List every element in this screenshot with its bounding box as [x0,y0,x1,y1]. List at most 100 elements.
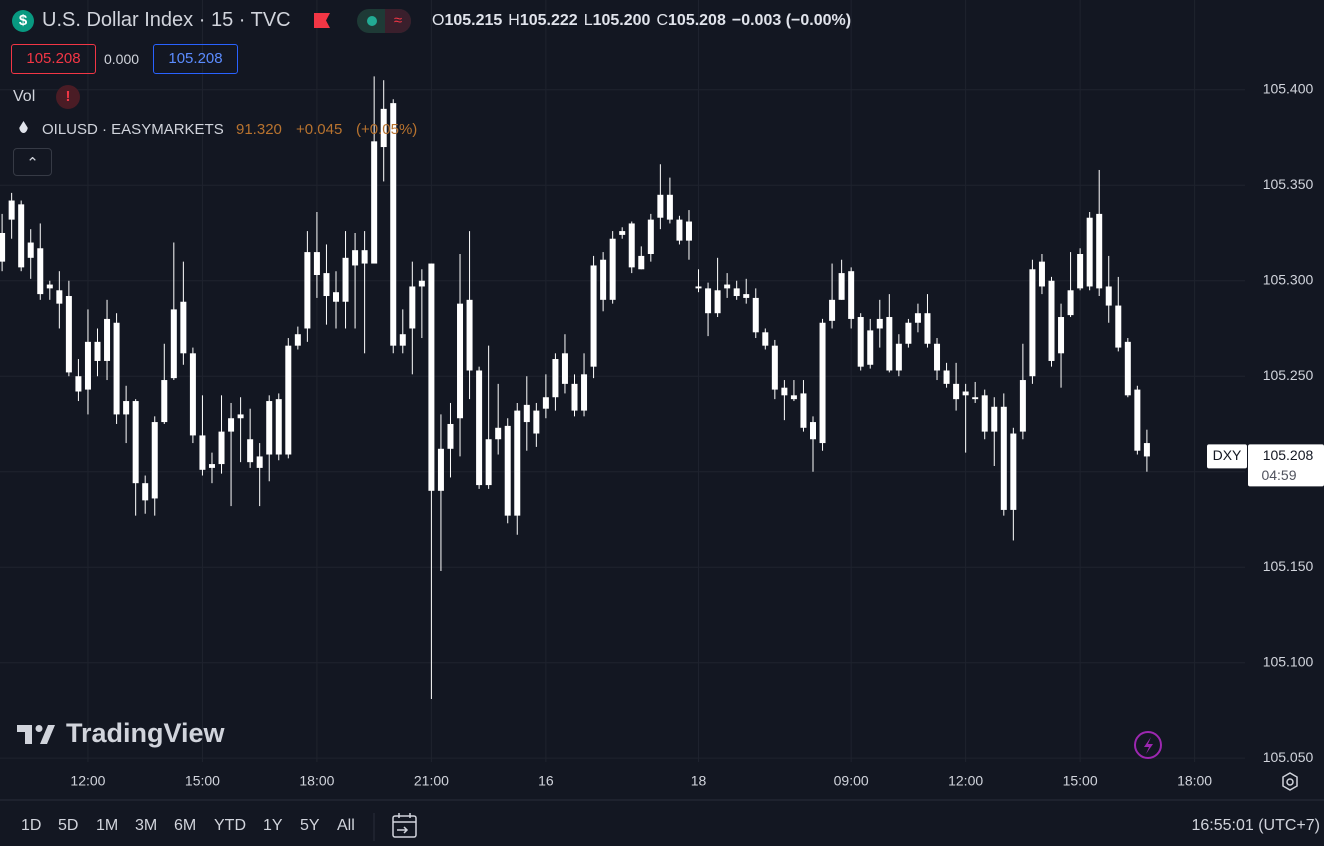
candle-body [1086,217,1093,287]
volume-label: Vol [13,88,36,105]
range-button[interactable]: 1M [96,817,119,834]
candle-body [523,404,530,423]
candle-body [84,341,91,390]
symbol-title[interactable]: U.S. Dollar Index · 15 · TVC [42,9,291,31]
settings-icon[interactable] [1282,772,1298,791]
x-tick-label: 18:00 [299,773,334,789]
candle-body [1010,433,1017,510]
flag-icon[interactable] [314,13,330,28]
candle-body [113,322,120,415]
range-button[interactable]: 1D [21,817,42,834]
candle-body [657,194,664,218]
candle-body [514,410,521,516]
warning-icon[interactable]: ! [56,85,80,109]
candle-body [1096,213,1103,289]
candle-body [495,427,502,440]
y-tick-label: 105.100 [1263,653,1314,669]
candle-body [1124,341,1131,396]
drop-icon [19,121,28,133]
candle-body [1038,261,1045,287]
candle-body [304,252,311,329]
candle-body [161,380,168,423]
candle-body [37,248,44,295]
candle-body [56,290,63,304]
candle-body [447,423,454,449]
candle-body [409,286,416,329]
candle-body [685,221,692,241]
range-button[interactable]: 5D [58,817,79,834]
candle-body [294,334,301,346]
candle-body [208,464,215,468]
ohlc-legend: O105.215 H105.222 L105.200 C105.208 −0.003 (… [432,12,851,30]
compare-price: 91.320 [236,121,282,138]
candle-body [333,292,339,302]
candle-body [428,263,435,491]
ohlc-value: 105.208 [668,12,726,29]
ask-price[interactable]: 105.208 [153,44,238,74]
x-tick-label: 15:00 [185,773,220,789]
candle-body [466,299,473,371]
candle-body [953,383,960,400]
candle-body [800,393,807,428]
y-tick-label: 105.250 [1263,367,1314,383]
candle-body [476,370,483,486]
countdown: 04:59 [1261,467,1296,483]
candle-body [542,397,549,409]
candle-body [437,448,444,491]
candle-body [600,259,607,300]
candle-body [581,374,588,411]
range-button[interactable]: YTD [214,817,246,834]
ohlc-key: H [508,12,520,29]
candle-body [991,406,998,432]
candle-body [1019,380,1026,432]
ohlc-value: 105.215 [444,12,503,29]
candle-body [972,397,979,400]
candle-body [27,242,34,258]
candle-body [457,303,464,419]
ohlc-change: −0.003 (−0.00%) [731,12,852,29]
candle-body [0,232,6,262]
spread: 0.000 [104,51,140,67]
candle-body [714,290,721,314]
candle-body [695,286,702,289]
candle-body [561,353,568,384]
clock[interactable]: 16:55:01 (UTC+7) [1191,817,1320,834]
candle-body [724,284,731,289]
bid-price[interactable]: 105.208 [11,44,96,74]
range-button[interactable]: 1Y [263,817,283,834]
ohlc-value: 105.200 [592,12,651,29]
y-tick-label: 105.400 [1263,80,1314,96]
plot: 105.050 105.100 105.150 105.200 105.250 105.3… [0,0,1324,789]
range-button[interactable]: 3M [135,817,158,834]
candle-body [819,322,826,444]
candle-body [189,353,196,436]
candle-body [8,200,15,220]
candle-body [275,399,282,455]
candle-body [1105,286,1112,306]
lightning-icon[interactable] [1134,731,1162,759]
candle-body [1058,317,1065,354]
candle-body [399,334,406,346]
candle-body [638,255,645,270]
candle-body [94,341,101,361]
candle-body [256,456,263,468]
candle-body [313,252,320,276]
range-button[interactable]: All [337,817,355,834]
compare-symbol[interactable]: OILUSD · EASYMARKETS [42,121,224,138]
candle-body [504,425,511,516]
calendar-icon[interactable] [392,813,417,838]
candle-body [1000,406,1007,510]
collapse-button[interactable]: ⌃ [13,148,52,176]
candle-body [666,194,673,220]
candle-body [1048,280,1055,361]
candle-body [609,238,616,300]
candle-body [1134,389,1141,451]
status-pill[interactable]: ≈ [357,9,411,33]
candle-body [733,288,740,297]
candle-body [905,322,912,344]
range-button[interactable]: 5Y [300,817,320,834]
candle-body [876,318,883,329]
candle-body [743,294,750,298]
range-button[interactable]: 6M [174,817,197,834]
candle-body [371,141,378,264]
